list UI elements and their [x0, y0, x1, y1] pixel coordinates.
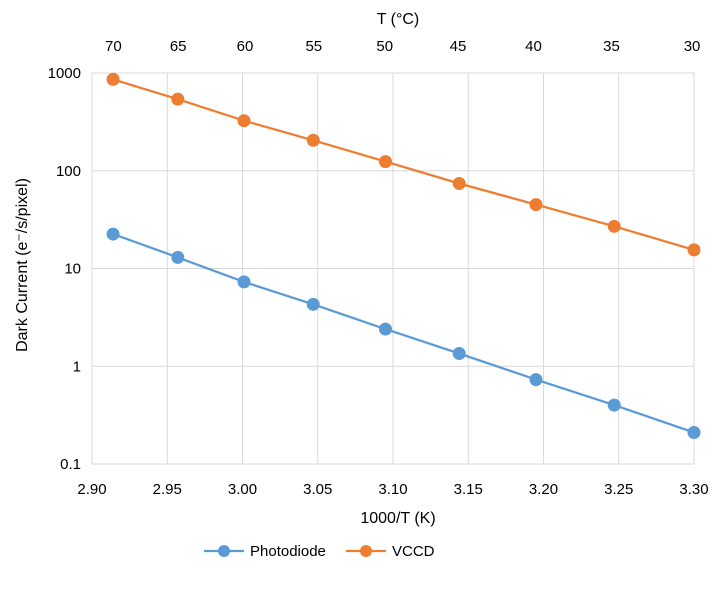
data-point-photodiode	[378, 322, 392, 336]
top-axis-ticks: 70 65 60 55 50 45 40 35 30	[105, 38, 700, 55]
top-tick-label: 35	[603, 38, 620, 55]
legend: Photodiode VCCD	[204, 543, 435, 560]
data-point-photodiode	[106, 227, 120, 241]
y-tick-label: 1	[73, 358, 81, 375]
grid-lines	[91, 72, 695, 465]
top-tick-label: 60	[237, 38, 254, 55]
top-tick-label: 70	[105, 38, 122, 55]
data-point-vccd	[106, 72, 120, 86]
y-axis-ticks: 0.1 1 10 100 1000	[48, 65, 81, 473]
top-tick-label: 65	[170, 38, 187, 55]
data-point-vccd	[687, 243, 701, 257]
x-tick-label: 2.95	[153, 481, 182, 498]
legend-label-photodiode: Photodiode	[250, 543, 326, 560]
data-point-photodiode	[171, 250, 185, 264]
x-tick-label: 3.05	[303, 481, 332, 498]
x-axis-title: 1000/T (K)	[360, 510, 435, 527]
top-tick-label: 55	[305, 38, 322, 55]
x-tick-label: 3.00	[228, 481, 257, 498]
top-tick-label: 40	[525, 38, 542, 55]
data-point-vccd	[378, 155, 392, 169]
top-tick-label: 50	[376, 38, 393, 55]
x-tick-label: 3.15	[454, 481, 483, 498]
y-tick-label: 100	[56, 163, 81, 180]
x-tick-label: 3.30	[679, 481, 708, 498]
data-point-photodiode	[452, 347, 466, 361]
data-point-vccd	[306, 133, 320, 147]
legend-marker-photodiode	[218, 545, 230, 557]
top-axis-title: T (°C)	[377, 11, 420, 28]
data-point-vccd	[452, 177, 466, 191]
x-tick-label: 3.10	[378, 481, 407, 498]
plot-area-border	[91, 72, 695, 465]
data-point-photodiode	[237, 275, 251, 289]
data-point-photodiode	[529, 373, 543, 387]
data-point-vccd	[529, 198, 543, 212]
legend-marker-vccd	[360, 545, 372, 557]
y-tick-label: 1000	[48, 65, 81, 82]
legend-label-vccd: VCCD	[392, 543, 435, 560]
data-point-vccd	[607, 219, 621, 233]
y-tick-label: 0.1	[60, 456, 81, 473]
x-tick-label: 3.25	[604, 481, 633, 498]
top-tick-label: 30	[684, 38, 701, 55]
x-tick-label: 2.90	[77, 481, 106, 498]
series-layer	[106, 72, 701, 440]
series-line-photodiode	[112, 233, 695, 434]
x-axis-ticks: 2.90 2.95 3.00 3.05 3.10 3.15 3.20 3.25 3.30	[77, 481, 708, 498]
x-tick-label: 3.20	[529, 481, 558, 498]
data-point-vccd	[237, 114, 251, 128]
data-point-photodiode	[607, 398, 621, 412]
y-axis-title: Dark Current (e⁻/s/pixel)	[14, 178, 31, 352]
data-point-photodiode	[306, 297, 320, 311]
data-point-vccd	[171, 92, 185, 106]
top-tick-label: 45	[450, 38, 467, 55]
y-tick-label: 10	[64, 261, 81, 278]
series-line-vccd	[112, 78, 695, 251]
data-point-photodiode	[687, 426, 701, 440]
